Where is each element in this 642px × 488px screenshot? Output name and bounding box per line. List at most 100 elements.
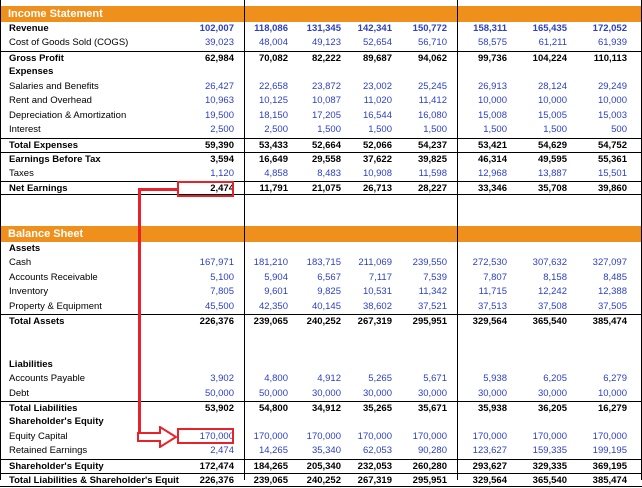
value-cell[interactable]: 170,000 [532, 430, 567, 442]
value-cell[interactable]: 18,150 [258, 109, 288, 121]
value-cell[interactable]: 35,938 [477, 402, 507, 414]
value-cell[interactable]: 58,575 [477, 37, 507, 49]
value-cell[interactable]: 239,065 [253, 316, 288, 328]
value-cell[interactable]: 50,000 [204, 387, 234, 399]
value-cell[interactable]: 329,564 [472, 316, 507, 328]
value-cell[interactable]: 35,265 [362, 402, 392, 414]
value-cell[interactable]: 2,500 [264, 124, 288, 136]
value-cell[interactable]: 12,388 [597, 286, 627, 298]
value-cell[interactable]: 327,097 [592, 257, 627, 269]
value-cell[interactable]: 6,205 [543, 373, 567, 385]
value-cell[interactable]: 35,671 [417, 402, 447, 414]
value-cell[interactable]: 170,000 [592, 430, 627, 442]
value-cell[interactable]: 240,252 [306, 316, 341, 328]
value-cell[interactable]: 33,346 [477, 182, 507, 194]
value-cell[interactable]: 6,567 [317, 271, 341, 283]
value-cell[interactable]: 90,280 [417, 445, 447, 457]
value-cell[interactable]: 19,500 [204, 109, 234, 121]
value-cell[interactable]: 17,205 [311, 109, 341, 121]
value-cell[interactable]: 30,000 [477, 387, 507, 399]
value-cell[interactable]: 10,000 [477, 95, 507, 107]
value-cell[interactable]: 29,558 [311, 154, 341, 166]
value-cell[interactable]: 10,000 [537, 95, 567, 107]
value-cell[interactable]: 28,227 [417, 182, 447, 194]
value-cell[interactable]: 150,772 [412, 23, 447, 34]
value-cell[interactable]: 183,715 [306, 257, 341, 269]
value-cell[interactable]: 12,968 [477, 167, 507, 179]
value-cell[interactable]: 49,123 [311, 37, 341, 49]
value-cell[interactable]: 295,951 [412, 475, 447, 487]
value-cell[interactable]: 2,474 [210, 445, 234, 457]
value-cell[interactable]: 50,000 [258, 387, 288, 399]
value-cell[interactable]: 15,501 [597, 167, 627, 179]
value-cell[interactable]: 3,594 [210, 154, 234, 166]
value-cell[interactable]: 7,805 [210, 286, 234, 298]
value-cell[interactable]: 4,912 [317, 373, 341, 385]
value-cell[interactable]: 3,902 [210, 373, 234, 385]
value-cell[interactable]: 239,065 [253, 475, 288, 487]
value-cell[interactable]: 54,752 [597, 139, 627, 151]
value-cell[interactable]: 30,000 [417, 387, 447, 399]
value-cell[interactable]: 25,245 [417, 80, 447, 92]
value-cell[interactable]: 11,020 [363, 95, 392, 107]
value-cell[interactable]: 158,311 [473, 23, 507, 34]
value-cell[interactable]: 42,350 [258, 300, 288, 312]
value-cell[interactable]: 16,279 [597, 402, 627, 414]
value-cell[interactable]: 30,000 [537, 387, 567, 399]
value-cell[interactable]: 62,984 [204, 52, 234, 64]
value-cell[interactable]: 59,390 [204, 139, 234, 151]
value-cell[interactable]: 39,023 [204, 37, 234, 49]
value-cell[interactable]: 10,000 [597, 387, 627, 399]
value-cell[interactable]: 26,427 [204, 80, 234, 92]
value-cell[interactable]: 170,000 [199, 430, 234, 442]
value-cell[interactable]: 267,319 [357, 475, 392, 487]
value-cell[interactable]: 205,340 [306, 460, 341, 472]
value-cell[interactable]: 211,069 [358, 257, 392, 269]
value-cell[interactable]: 199,195 [592, 445, 627, 457]
value-cell[interactable]: 54,237 [417, 139, 447, 151]
value-cell[interactable]: 15,008 [477, 109, 507, 121]
value-cell[interactable]: 272,530 [472, 257, 507, 269]
value-cell[interactable]: 5,671 [423, 373, 447, 385]
value-cell[interactable]: 385,474 [592, 475, 627, 487]
value-cell[interactable]: 385,474 [592, 316, 627, 328]
value-cell[interactable]: 70,082 [258, 52, 288, 64]
value-cell[interactable]: 329,335 [532, 460, 567, 472]
value-cell[interactable]: 52,664 [311, 139, 341, 151]
value-cell[interactable]: 35,340 [311, 445, 341, 457]
value-cell[interactable]: 5,938 [483, 373, 507, 385]
value-cell[interactable]: 52,654 [362, 37, 392, 49]
value-cell[interactable]: 34,912 [311, 402, 341, 414]
value-cell[interactable]: 7,807 [483, 271, 507, 283]
value-cell[interactable]: 369,195 [592, 460, 627, 472]
value-cell[interactable]: 165,435 [532, 23, 567, 34]
value-cell[interactable]: 61,211 [538, 37, 567, 49]
value-cell[interactable]: 170,000 [306, 430, 341, 442]
value-cell[interactable]: 131,345 [306, 23, 341, 34]
value-cell[interactable]: 365,540 [532, 316, 567, 328]
value-cell[interactable]: 29,249 [597, 80, 627, 92]
value-cell[interactable]: 61,939 [597, 37, 627, 49]
value-cell[interactable]: 10,531 [362, 286, 392, 298]
value-cell[interactable]: 1,120 [210, 167, 234, 179]
value-cell[interactable]: 181,210 [253, 257, 288, 269]
value-cell[interactable]: 5,100 [210, 271, 234, 283]
value-cell[interactable]: 94,062 [417, 52, 447, 64]
value-cell[interactable]: 36,205 [537, 402, 567, 414]
value-cell[interactable]: 167,971 [199, 257, 234, 269]
value-cell[interactable]: 9,825 [317, 286, 341, 298]
value-cell[interactable]: 16,544 [362, 109, 392, 121]
value-cell[interactable]: 30,000 [362, 387, 392, 399]
value-cell[interactable]: 4,800 [264, 373, 288, 385]
value-cell[interactable]: 12,242 [537, 286, 567, 298]
value-cell[interactable]: 89,687 [362, 52, 392, 64]
value-cell[interactable]: 170,000 [472, 430, 507, 442]
value-cell[interactable]: 13,887 [537, 167, 567, 179]
value-cell[interactable]: 21,075 [311, 182, 341, 194]
value-cell[interactable]: 170,000 [253, 430, 288, 442]
value-cell[interactable]: 10,087 [311, 95, 341, 107]
value-cell[interactable]: 35,708 [537, 182, 567, 194]
value-cell[interactable]: 53,433 [258, 139, 288, 151]
value-cell[interactable]: 172,474 [199, 460, 234, 472]
value-cell[interactable]: 500 [611, 124, 627, 136]
